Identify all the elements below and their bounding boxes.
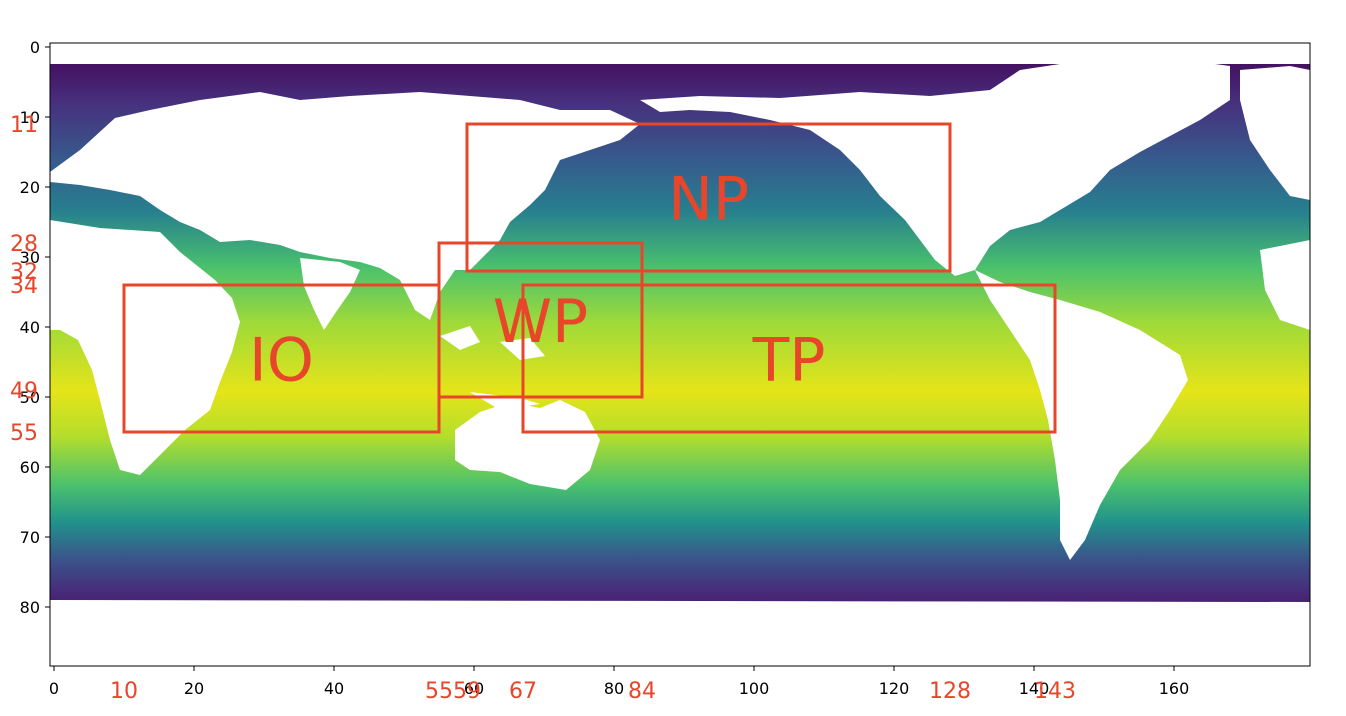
land-arctic: [50, 43, 1310, 64]
x-tick-label: 120: [879, 679, 910, 698]
annotation-y-label: 55: [10, 421, 38, 446]
y-tick-label: 0: [30, 38, 40, 57]
annotation-x-label: 84: [628, 679, 656, 704]
annotation-x-label: 128: [929, 679, 971, 704]
region-label-np: NP: [668, 165, 749, 235]
annotation-x-label: 10: [110, 679, 138, 704]
annotation-x-label: 59: [453, 679, 481, 704]
heatmap-plot-area: [50, 43, 1310, 666]
region-label-tp: TP: [752, 326, 826, 396]
land-antarctica: [50, 600, 1310, 666]
annotation-y-label: 11: [10, 113, 38, 138]
x-tick-label: 100: [739, 679, 770, 698]
x-tick-label: 20: [184, 679, 204, 698]
x-axis-ticks: 0 20 40 60 80 100 120 140 160: [49, 666, 1189, 698]
x-tick-label: 40: [324, 679, 344, 698]
annotation-x-label: 55: [425, 679, 453, 704]
y-tick-label: 20: [20, 178, 40, 197]
annotation-y-label: 34: [10, 274, 38, 299]
y-tick-label: 70: [20, 528, 40, 547]
annotation-x-label: 143: [1034, 679, 1076, 704]
region-label-wp: WP: [493, 287, 589, 357]
y-tick-label: 40: [20, 318, 40, 337]
y-tick-label: 60: [20, 458, 40, 477]
annotation-y-label: 28: [10, 232, 38, 257]
region-label-io: IO: [249, 326, 314, 396]
x-tick-label: 80: [604, 679, 624, 698]
annotation-x-label: 67: [509, 679, 537, 704]
x-tick-label: 0: [49, 679, 59, 698]
annotation-y-label: 49: [10, 379, 38, 404]
y-tick-label: 80: [20, 598, 40, 617]
x-tick-label: 160: [1159, 679, 1190, 698]
